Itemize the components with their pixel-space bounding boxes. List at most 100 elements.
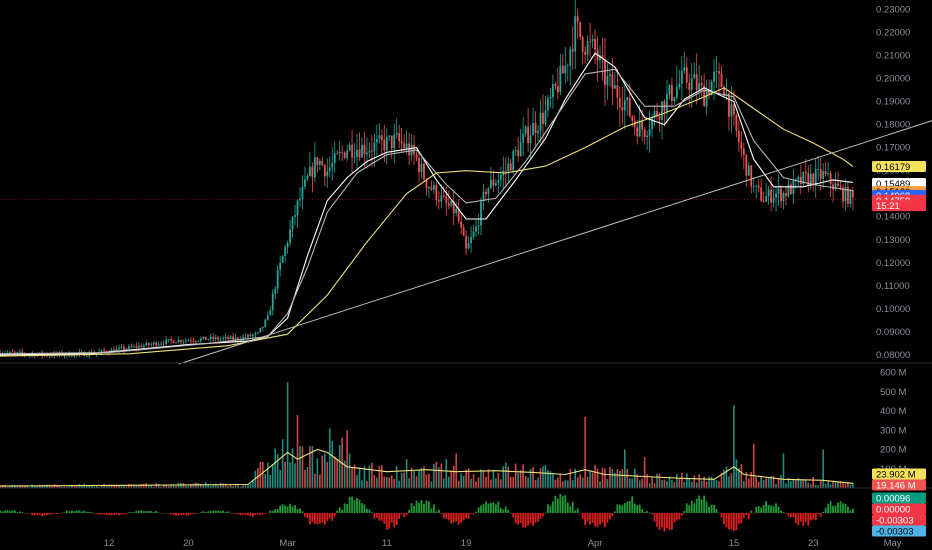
oscillator-bar [844,503,847,513]
volume-bar [725,466,728,488]
candle-body [388,135,391,137]
volume-bar [507,466,510,488]
volume-bar [596,468,599,488]
candle-body [385,136,388,151]
volume-bar [269,474,272,488]
volume-bar [661,479,663,488]
oscillator-bar [824,507,827,513]
oscillator-bar [185,513,187,516]
volume-bar [562,481,564,488]
oscillator-bar [78,510,81,513]
volume-bar [557,477,559,488]
volume-bar [16,486,19,488]
oscillator-bar [819,513,822,517]
oscillator-bar [135,510,138,513]
oscillator-bar [842,503,844,513]
oscillator-bar [502,509,505,513]
oscillator-bar [643,511,646,513]
candle-body [259,327,262,333]
candle-body [440,195,443,202]
value-badge-bg [872,468,926,480]
value-badge-bg [872,161,926,173]
volume-bar [467,468,470,488]
volume-bar [227,485,229,488]
oscillator-bar [527,513,530,526]
volume-bar [733,405,735,488]
volume-bar [309,446,311,488]
oscillator-bar [430,508,433,513]
candle-body [405,143,408,149]
volume-bar [626,468,629,488]
time-axis[interactable]: 12 20 Mar 11 19 Apr 15 23 May [104,538,902,549]
oscillator-bar [678,513,681,520]
candle-body [269,309,272,316]
volume-bar [185,485,187,488]
candle-body [648,129,651,136]
volume-bar [549,471,552,488]
oscillator-bar [66,510,68,513]
volume-bar [708,476,710,488]
candle-body [202,336,205,339]
candle-body [393,134,396,149]
volume-bar [814,484,817,488]
candle-body [115,348,118,352]
candle-body [539,112,542,131]
volume-bar [685,473,688,488]
oscillator-bar [794,513,797,524]
oscillator-bar [261,513,264,515]
oscillator-bar [725,513,728,528]
volume-bar [254,470,257,488]
oscillator-bar [554,495,557,513]
volume-bar [452,465,455,488]
oscillator-bar [591,513,594,523]
candle-body [787,184,790,197]
volume-bar [574,468,577,488]
volume-bar [224,483,227,488]
candle-body [492,179,495,186]
oscillator-bar [294,505,296,513]
value-badge-bg [872,492,926,504]
candle-body [232,336,234,340]
volume-bar [852,482,854,488]
volume-bar [445,459,448,488]
oscillator-bar [522,513,525,528]
candle-body [328,167,331,172]
volume-bar [604,468,606,488]
oscillator-bar [616,504,619,513]
oscillator-bar [36,513,39,515]
oscillator-bar [767,505,770,513]
oscillator-bar [599,513,601,525]
candle-body [160,343,163,345]
trendline[interactable] [178,69,932,365]
oscillator-bar [638,504,641,513]
trendline-layer[interactable] [178,69,932,365]
volume-bar [200,484,202,488]
value-badge: -0.00303 [872,525,926,538]
oscillator-bar [348,496,351,513]
candle-body [204,336,207,340]
candle-body [509,163,512,171]
volume-bar [358,467,361,488]
candle-body [839,186,842,188]
volume-tick-label: 500 M [880,387,906,398]
candle-body [254,333,257,335]
oscillator-bar [529,513,532,524]
volume-bar [222,483,224,488]
volume-bar [671,479,673,488]
candle-body [765,196,768,202]
oscillator-bar [244,513,247,516]
candle-body [368,150,371,153]
candle-body [529,135,532,144]
oscillator-bar [601,513,604,523]
oscillator-bar [318,513,321,524]
candle-body [371,150,373,152]
oscillator-bar [457,513,460,525]
oscillator-bar [455,513,458,522]
candle-body [715,71,718,72]
oscillator-bar [88,511,91,513]
value-badge: 0.00096 [872,492,926,505]
candle-body [514,150,517,152]
oscillator-bar [755,506,758,513]
volume-bar [797,478,800,488]
